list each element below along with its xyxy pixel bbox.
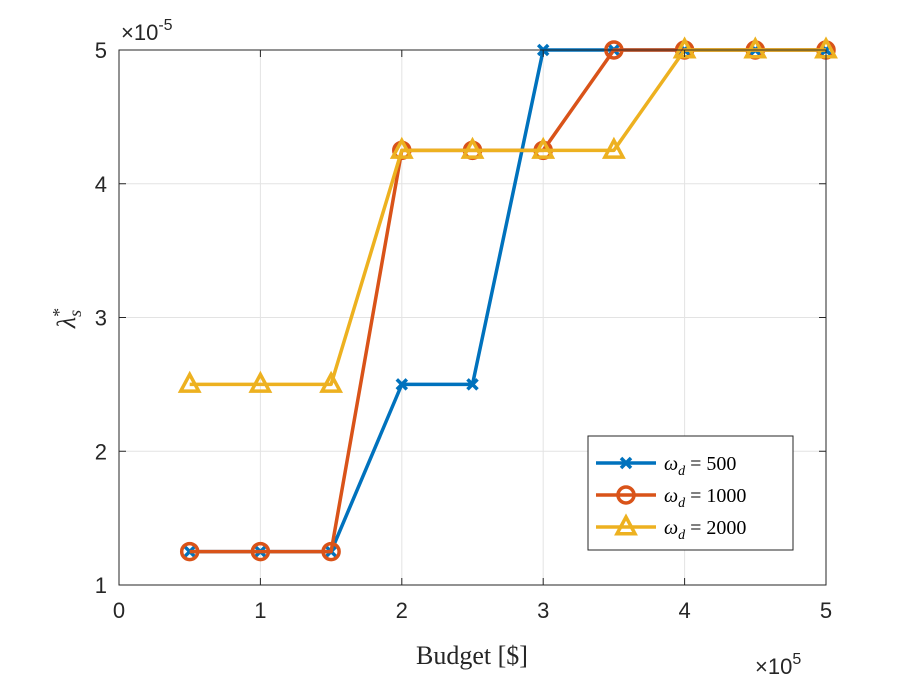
legend-label: ωd = 1000: [664, 485, 746, 511]
legend-entry: ωd = 2000: [596, 513, 746, 543]
data-point: [466, 378, 479, 391]
legend: ωd = 500 ωd = 1000 ωd = 2000: [587, 435, 794, 551]
y-multiplier: ×10-5: [121, 17, 173, 45]
x-multiplier: ×105: [755, 651, 801, 679]
x-tick-label: 2: [396, 598, 408, 623]
data-point: [531, 136, 556, 159]
legend-marker: [614, 513, 638, 536]
legend-label: ωd = 500: [664, 453, 736, 479]
data-point: [389, 136, 414, 159]
data-point: [248, 370, 273, 393]
x-tick-label: 5: [820, 598, 832, 623]
y-tick-label: 2: [95, 439, 107, 464]
legend-marker: [616, 485, 636, 505]
x-tick-label: 1: [254, 598, 266, 623]
x-tick-label: 3: [537, 598, 549, 623]
y-tick-label: 3: [95, 306, 107, 331]
legend-entry: ωd = 500: [596, 453, 736, 479]
data-point: [319, 370, 344, 393]
legend-marker: [619, 456, 633, 470]
x-tick-label: 0: [113, 598, 125, 623]
legend-box: [587, 435, 794, 551]
data-point: [250, 541, 271, 562]
y-tick-label: 5: [95, 38, 107, 63]
x-axis-title: Budget [$]: [416, 641, 528, 670]
data-point: [601, 136, 626, 159]
data-point: [460, 136, 485, 159]
data-point: [177, 370, 202, 393]
legend-label: ωd = 2000: [664, 517, 746, 543]
x-tick-label: 4: [678, 598, 690, 623]
data-point: [179, 541, 200, 562]
data-point: [743, 36, 768, 59]
data-point: [321, 541, 341, 562]
y-tick-label: 1: [95, 573, 107, 598]
y-tick-label: 4: [95, 172, 107, 197]
data-point: [395, 378, 409, 391]
legend-entry: ωd = 1000: [596, 485, 746, 511]
y-axis-title: λ*s: [49, 308, 85, 329]
